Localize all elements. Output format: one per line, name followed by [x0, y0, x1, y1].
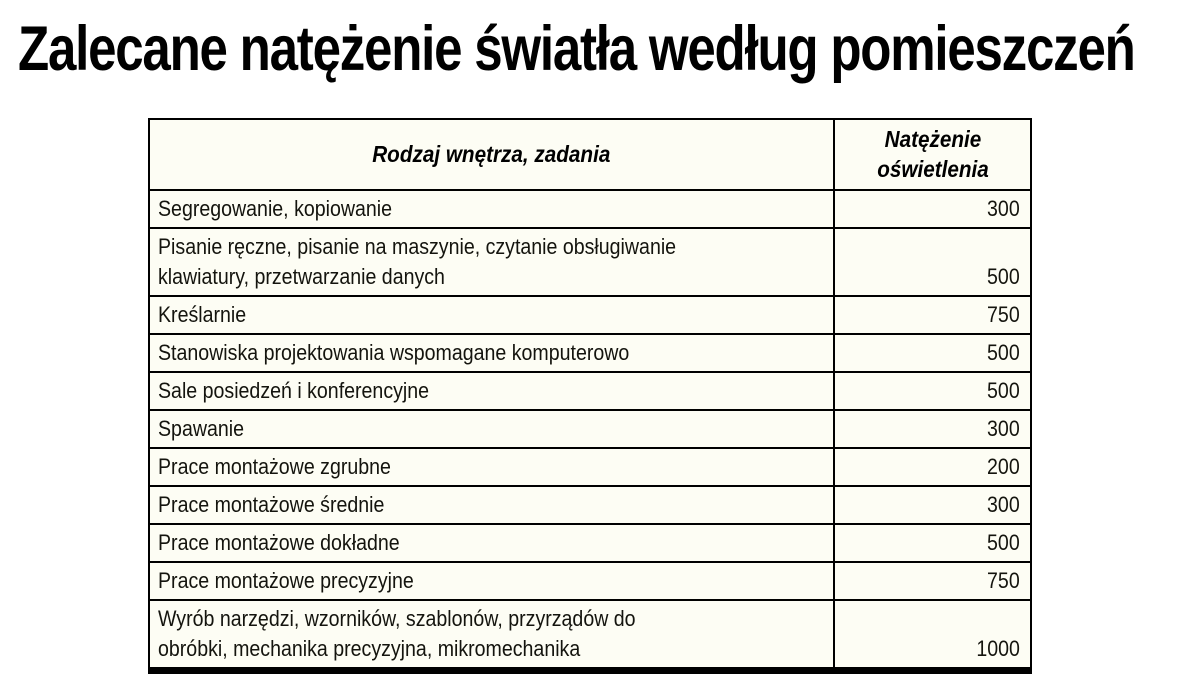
task-text: Stanowiska projektowania wspomagane komp… [158, 340, 630, 366]
task-cell: Prace montażowe precyzyjne [148, 561, 835, 602]
task-text: Prace montażowe średnie [158, 492, 385, 518]
task-text: Prace montażowe zgrubne [158, 454, 391, 480]
table-row: Prace montażowe dokładne 500 [148, 523, 1032, 564]
task-cell: Spawanie [148, 409, 835, 450]
value-text: 500 [987, 530, 1020, 556]
value-cell: 200 [833, 447, 1032, 488]
header-task-label: Rodzaj wnętrza, zadania [372, 141, 611, 168]
value-cell: 300 [833, 485, 1032, 526]
value-cell: 500 [833, 523, 1032, 564]
task-text: Pisanie ręczne, pisanie na maszynie, czy… [158, 234, 677, 290]
value-text: 300 [987, 492, 1020, 518]
value-text: 300 [987, 416, 1020, 442]
table-body: Segregowanie, kopiowanie 300 Pisanie ręc… [148, 189, 1032, 672]
value-cell: 750 [833, 295, 1032, 336]
value-cell: 500 [833, 371, 1032, 412]
table-row: Spawanie 300 [148, 409, 1032, 450]
value-text: 300 [987, 196, 1020, 222]
value-cell: 500 [833, 227, 1032, 298]
value-text: 750 [987, 568, 1020, 594]
table-row: Pisanie ręczne, pisanie na maszynie, czy… [148, 227, 1032, 298]
task-cell: Prace montażowe średnie [148, 485, 835, 526]
value-cell: 300 [833, 409, 1032, 450]
table-row: Wyrób narzędzi, wzorników, szablonów, pr… [148, 599, 1032, 672]
table-row: Prace montażowe zgrubne 200 [148, 447, 1032, 488]
value-text: 500 [987, 340, 1020, 366]
table-row: Prace montażowe precyzyjne 750 [148, 561, 1032, 602]
task-text: Prace montażowe dokładne [158, 530, 400, 556]
task-cell: Pisanie ręczne, pisanie na maszynie, czy… [148, 227, 835, 298]
value-text: 750 [987, 302, 1020, 328]
page-title: Zalecane natężenie światła według pomies… [18, 16, 1192, 82]
value-text: 500 [987, 264, 1020, 290]
task-text: Wyrób narzędzi, wzorników, szablonów, pr… [158, 606, 636, 662]
value-cell: 750 [833, 561, 1032, 602]
page-title-text: Zalecane natężenie światła według pomies… [18, 14, 1136, 84]
task-text: Prace montażowe precyzyjne [158, 568, 414, 594]
header-value-label: Natężenie oświetlenia [876, 126, 989, 183]
value-text: 500 [987, 378, 1020, 404]
table-row: Prace montażowe średnie 300 [148, 485, 1032, 526]
task-cell: Prace montażowe dokładne [148, 523, 835, 564]
task-cell: Sale posiedzeń i konferencyjne [148, 371, 835, 412]
task-cell: Kreślarnie [148, 295, 835, 336]
table-row: Kreślarnie 750 [148, 295, 1032, 336]
task-text: Spawanie [158, 416, 245, 442]
task-text: Sale posiedzeń i konferencyjne [158, 378, 430, 404]
task-text: Segregowanie, kopiowanie [158, 196, 393, 222]
value-text: 200 [987, 454, 1020, 480]
table-row: Segregowanie, kopiowanie 300 [148, 189, 1032, 230]
table-row: Stanowiska projektowania wspomagane komp… [148, 333, 1032, 374]
task-text: Kreślarnie [158, 302, 247, 328]
table-row: Sale posiedzeń i konferencyjne 500 [148, 371, 1032, 412]
value-cell: 1000 [833, 599, 1032, 672]
header-cell-task: Rodzaj wnętrza, zadania [148, 118, 835, 192]
table-header-row: Rodzaj wnętrza, zadania Natężenie oświet… [148, 118, 1032, 192]
table-header: Rodzaj wnętrza, zadania Natężenie oświet… [148, 118, 1032, 192]
task-cell: Prace montażowe zgrubne [148, 447, 835, 488]
task-cell: Segregowanie, kopiowanie [148, 189, 835, 230]
header-cell-value: Natężenie oświetlenia [833, 118, 1032, 192]
lighting-table: Rodzaj wnętrza, zadania Natężenie oświet… [148, 118, 1032, 675]
task-cell: Wyrób narzędzi, wzorników, szablonów, pr… [148, 599, 835, 672]
value-cell: 500 [833, 333, 1032, 374]
value-cell: 300 [833, 189, 1032, 230]
task-cell: Stanowiska projektowania wspomagane komp… [148, 333, 835, 374]
lighting-table-container: Rodzaj wnętrza, zadania Natężenie oświet… [148, 118, 1192, 675]
value-text: 1000 [976, 636, 1020, 662]
